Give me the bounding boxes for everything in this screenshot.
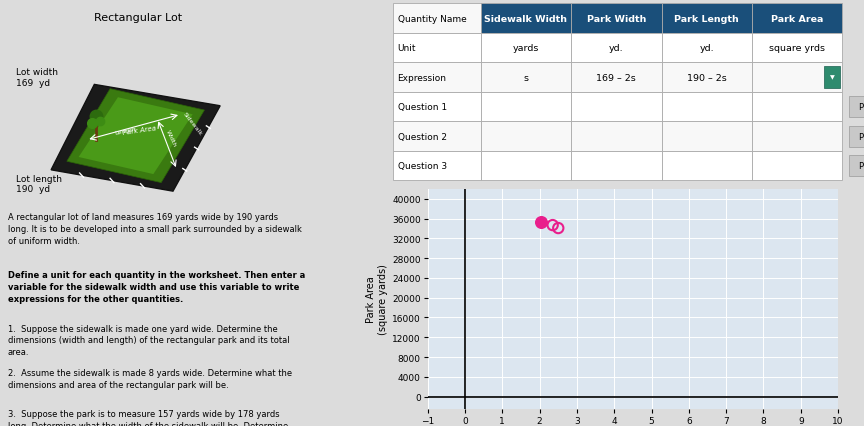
Bar <box>849 156 864 177</box>
Bar <box>752 63 842 93</box>
Text: 1.  Suppose the sidewalk is made one yard wide. Determine the
dimensions (width : 1. Suppose the sidewalk is made one yard… <box>8 324 289 356</box>
Text: Question 1: Question 1 <box>397 103 447 112</box>
Bar <box>662 152 752 181</box>
Bar <box>393 93 480 122</box>
Text: Sidewalk Width: Sidewalk Width <box>485 14 568 23</box>
Bar <box>662 34 752 63</box>
Text: 169 – 2s: 169 – 2s <box>596 73 636 82</box>
Bar <box>393 122 480 152</box>
Bar <box>571 152 662 181</box>
Text: yards: yards <box>512 44 539 53</box>
Text: Length: Length <box>115 126 137 135</box>
Text: 2.  Assume the sidewalk is made 8 yards wide. Determine what the
dimensions and : 2. Assume the sidewalk is made 8 yards w… <box>8 368 292 389</box>
Text: yd.: yd. <box>609 44 624 53</box>
Bar <box>571 93 662 122</box>
Bar <box>480 122 571 152</box>
Text: Plot Point: Plot Point <box>859 162 864 171</box>
Text: yd.: yd. <box>700 44 714 53</box>
Point <box>551 225 565 232</box>
Text: Quantity Name: Quantity Name <box>397 14 467 23</box>
Point <box>535 219 549 226</box>
Text: Plot Point: Plot Point <box>859 132 864 141</box>
Bar <box>752 93 842 122</box>
Bar <box>393 34 480 63</box>
Polygon shape <box>79 98 193 175</box>
Bar <box>752 152 842 181</box>
Polygon shape <box>67 89 205 183</box>
Text: square yrds: square yrds <box>769 44 825 53</box>
Text: Expression: Expression <box>397 73 447 82</box>
Bar <box>662 4 752 34</box>
Text: ▼: ▼ <box>829 75 835 81</box>
Bar <box>849 97 864 118</box>
Bar <box>662 63 752 93</box>
Bar <box>393 63 480 93</box>
Bar <box>752 34 842 63</box>
Bar <box>571 63 662 93</box>
Bar <box>571 4 662 34</box>
Text: Rectangular Lot: Rectangular Lot <box>93 13 181 23</box>
Text: Define a unit for each quantity in the worksheet. Then enter a
variable for the : Define a unit for each quantity in the w… <box>8 271 305 303</box>
Bar <box>662 93 752 122</box>
Bar <box>571 34 662 63</box>
Bar <box>824 67 840 89</box>
Text: Park Length: Park Length <box>675 14 739 23</box>
Text: Sidewalk: Sidewalk <box>182 111 203 136</box>
Text: Question 2: Question 2 <box>397 132 447 141</box>
Bar <box>480 93 571 122</box>
Text: Park Area: Park Area <box>123 124 156 135</box>
Bar <box>393 4 480 34</box>
Polygon shape <box>51 85 220 192</box>
Y-axis label: Park Area
(square yards): Park Area (square yards) <box>366 264 388 334</box>
Text: A rectangular lot of land measures 169 yards wide by 190 yards
long. It is to be: A rectangular lot of land measures 169 y… <box>8 213 302 245</box>
Text: Plot Point: Plot Point <box>859 103 864 112</box>
Bar <box>571 122 662 152</box>
Bar <box>480 4 571 34</box>
Bar <box>393 152 480 181</box>
Text: Unit: Unit <box>397 44 416 53</box>
Bar <box>480 152 571 181</box>
Text: s: s <box>524 73 529 82</box>
Text: Park Area: Park Area <box>771 14 823 23</box>
Bar <box>849 127 864 147</box>
Text: 190 – 2s: 190 – 2s <box>687 73 727 82</box>
Text: Question 3: Question 3 <box>397 162 447 171</box>
Text: Lot length
190  yd: Lot length 190 yd <box>16 175 61 194</box>
Bar <box>752 122 842 152</box>
Point <box>546 222 560 229</box>
Text: 3.  Suppose the park is to measure 157 yards wide by 178 yards
long. Determine w: 3. Suppose the park is to measure 157 ya… <box>8 409 288 426</box>
Bar <box>752 4 842 34</box>
Text: Park Width: Park Width <box>587 14 646 23</box>
Text: Lot width
169  yd: Lot width 169 yd <box>16 68 58 87</box>
Bar <box>480 34 571 63</box>
Text: Width: Width <box>165 130 177 148</box>
Bar <box>662 122 752 152</box>
Bar <box>480 63 571 93</box>
